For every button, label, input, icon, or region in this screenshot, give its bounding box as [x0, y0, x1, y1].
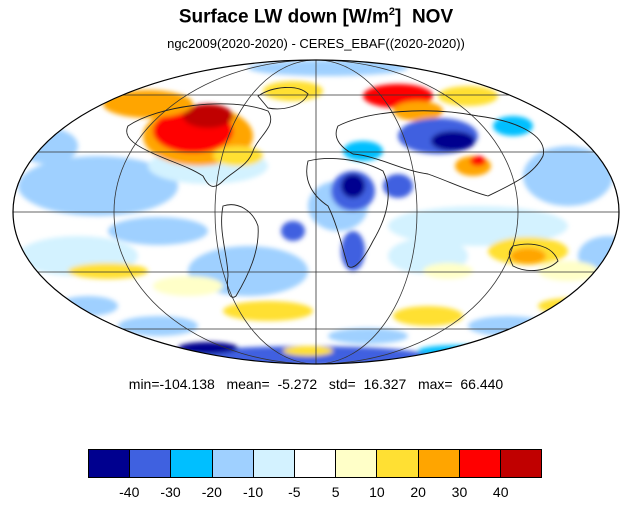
colorbar-tick-label: -20 [201, 484, 222, 500]
mollweide-anomaly-map [12, 59, 620, 365]
stat-mean: -5.272 [277, 376, 318, 392]
plot-title: Surface LW down [W/m2] NOV [178, 6, 454, 28]
colorbar-box [253, 450, 295, 477]
colorbar-box [459, 450, 501, 477]
summary-stats: min=-104.138 mean= -5.272 std= 16.327 ma… [128, 376, 504, 392]
colorbar [88, 449, 542, 478]
colorbar-tick-label: 10 [369, 484, 385, 500]
stat-max: 66.440 [460, 376, 504, 392]
colorbar-tick-label: -10 [242, 484, 264, 500]
colorbar-box [336, 450, 378, 477]
colorbar-tick-label: -40 [119, 484, 140, 500]
colorbar-box [212, 450, 254, 477]
colorbar-box [500, 450, 542, 477]
stat-min: -104.138 [159, 376, 215, 392]
graticule [13, 60, 619, 364]
colorbar-tick-label: -5 [288, 484, 301, 500]
colorbar-box [418, 450, 460, 477]
plot-subtitle: ngc2009(2020-2020) - CERES_EBAF((2020-20… [167, 36, 465, 51]
colorbar-box [89, 450, 131, 477]
colorbar-tick-label: 40 [492, 484, 509, 500]
coastlines [126, 87, 559, 298]
colorbar-tick-label: 20 [410, 484, 426, 500]
colorbar-box [130, 450, 172, 477]
colorbar-box [377, 450, 419, 477]
colorbar-tick-label: -30 [160, 484, 181, 500]
colorbar-tick-label: 30 [451, 484, 468, 500]
colorbar-box [171, 450, 213, 477]
colorbar-box [294, 450, 337, 477]
stat-std: 16.327 [363, 376, 407, 392]
colorbar-tick-label: 5 [331, 484, 340, 500]
